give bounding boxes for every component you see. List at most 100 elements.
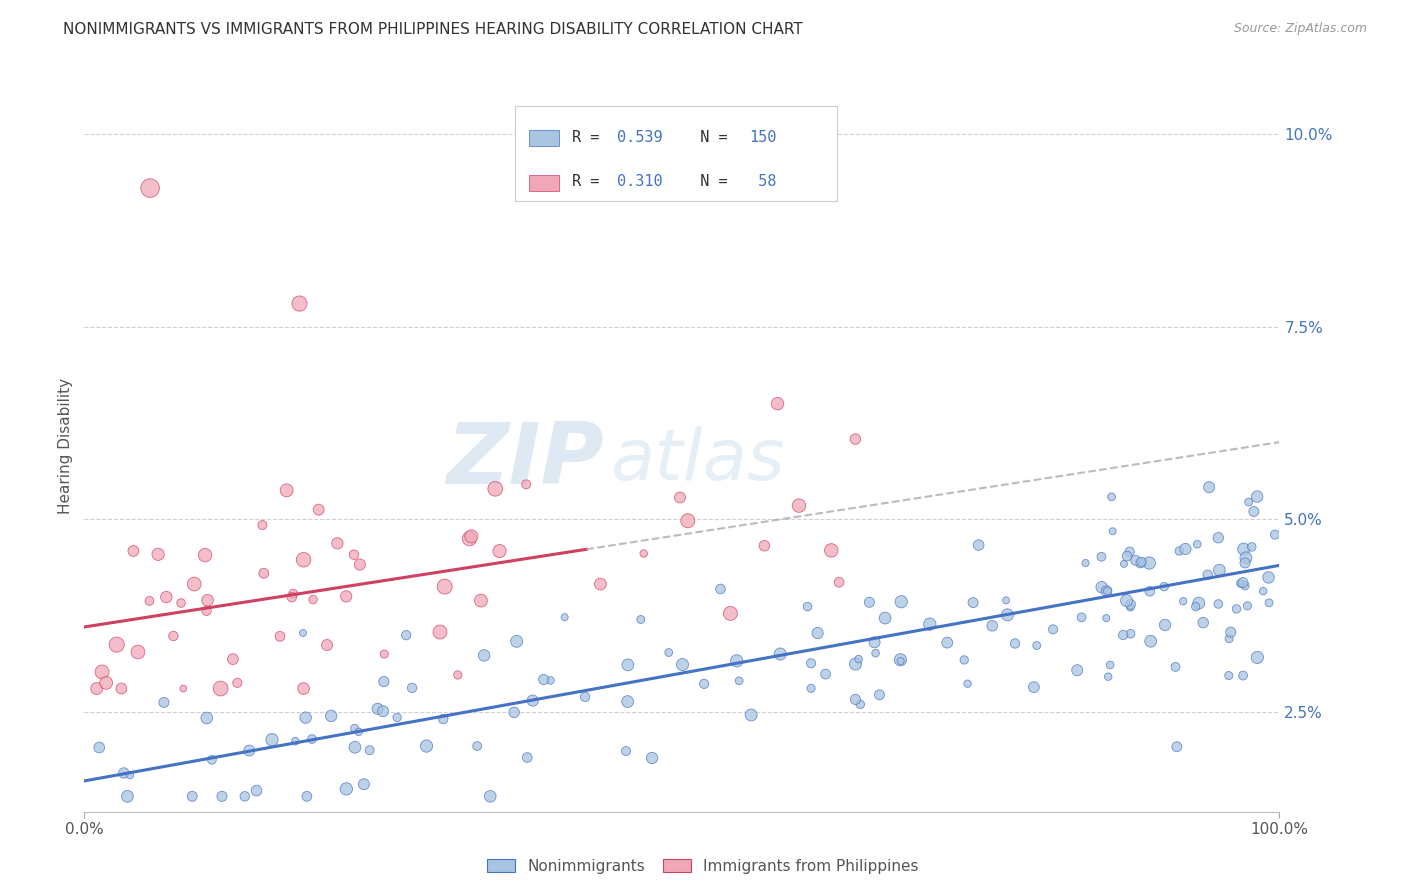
Point bbox=[283, 587, 305, 601]
Point bbox=[281, 591, 304, 605]
Point bbox=[522, 693, 544, 707]
Point bbox=[294, 711, 316, 725]
Point bbox=[1218, 668, 1240, 682]
Point bbox=[849, 698, 872, 712]
Point bbox=[1101, 490, 1123, 504]
Point bbox=[1208, 563, 1230, 577]
Point bbox=[195, 604, 218, 618]
Point bbox=[1192, 615, 1215, 630]
Point bbox=[754, 539, 776, 553]
Point bbox=[112, 766, 135, 780]
Text: NONIMMIGRANTS VS IMMIGRANTS FROM PHILIPPINES HEARING DISABILITY CORRELATION CHAR: NONIMMIGRANTS VS IMMIGRANTS FROM PHILIPP… bbox=[63, 22, 803, 37]
Point bbox=[138, 594, 160, 608]
Point bbox=[1025, 639, 1047, 653]
Point bbox=[740, 708, 762, 723]
Point bbox=[844, 432, 866, 446]
Point bbox=[302, 592, 325, 607]
Point bbox=[614, 744, 637, 758]
Point bbox=[429, 625, 451, 640]
Point bbox=[1004, 636, 1026, 650]
Point bbox=[1219, 625, 1241, 640]
Point bbox=[371, 704, 394, 718]
Text: Source: ZipAtlas.com: Source: ZipAtlas.com bbox=[1233, 22, 1367, 36]
Point bbox=[676, 514, 699, 528]
Point bbox=[155, 590, 177, 604]
Point bbox=[447, 668, 470, 682]
Point bbox=[276, 483, 298, 498]
Point bbox=[1197, 567, 1219, 582]
Point bbox=[1091, 580, 1114, 594]
Point bbox=[1251, 584, 1274, 599]
Point bbox=[170, 596, 193, 610]
Point bbox=[671, 657, 693, 672]
Point bbox=[288, 296, 311, 310]
Text: R =: R = bbox=[572, 175, 609, 189]
Point bbox=[1119, 600, 1142, 615]
Point bbox=[194, 548, 217, 562]
Point bbox=[1112, 628, 1135, 642]
Point bbox=[574, 690, 596, 704]
Point bbox=[800, 681, 823, 696]
Point bbox=[292, 626, 315, 640]
Point bbox=[245, 783, 267, 797]
Point bbox=[117, 789, 139, 804]
Text: R =: R = bbox=[572, 129, 609, 145]
Point bbox=[269, 629, 291, 643]
Y-axis label: Hearing Disability: Hearing Disability bbox=[58, 378, 73, 514]
Point bbox=[796, 599, 818, 614]
Point bbox=[292, 681, 315, 696]
Point bbox=[1173, 594, 1195, 608]
Point bbox=[1139, 584, 1161, 599]
Point bbox=[353, 777, 375, 791]
Point bbox=[709, 582, 731, 596]
Point bbox=[395, 628, 418, 642]
Point bbox=[616, 695, 638, 709]
Point bbox=[1097, 670, 1119, 684]
Point bbox=[554, 610, 576, 624]
Point bbox=[1101, 524, 1123, 539]
Point bbox=[1119, 626, 1142, 640]
Text: 0.539: 0.539 bbox=[617, 129, 664, 145]
Text: 150: 150 bbox=[749, 129, 776, 145]
Point bbox=[146, 547, 169, 561]
Point bbox=[1154, 618, 1177, 632]
Point bbox=[953, 653, 976, 667]
Point bbox=[693, 677, 716, 691]
Point bbox=[1218, 632, 1240, 646]
Point bbox=[465, 739, 488, 753]
Point bbox=[1125, 553, 1147, 567]
Text: 58: 58 bbox=[749, 175, 776, 189]
Point bbox=[828, 575, 851, 590]
Point bbox=[538, 673, 561, 688]
Point bbox=[295, 789, 318, 804]
Point bbox=[153, 695, 176, 709]
Point bbox=[432, 712, 454, 726]
Point bbox=[814, 667, 837, 681]
Point bbox=[1208, 597, 1230, 611]
Point bbox=[343, 548, 366, 562]
Point bbox=[122, 544, 145, 558]
Point bbox=[962, 596, 984, 610]
Point bbox=[321, 709, 343, 723]
Point bbox=[472, 648, 495, 663]
Point bbox=[1166, 739, 1188, 754]
Point bbox=[89, 740, 111, 755]
Point bbox=[1198, 480, 1220, 494]
Point bbox=[844, 692, 866, 706]
Point bbox=[1042, 623, 1064, 637]
Point bbox=[967, 538, 990, 552]
Point bbox=[787, 499, 810, 513]
Point bbox=[769, 647, 792, 661]
Point bbox=[94, 676, 117, 690]
Point bbox=[326, 536, 349, 550]
Point bbox=[458, 532, 481, 546]
Point bbox=[658, 646, 681, 660]
Point bbox=[292, 553, 315, 567]
Point bbox=[1188, 596, 1211, 610]
Point bbox=[1129, 556, 1152, 570]
Point bbox=[1066, 663, 1088, 677]
Point bbox=[488, 544, 510, 558]
Point bbox=[284, 734, 307, 748]
Point bbox=[172, 681, 194, 696]
Point bbox=[238, 743, 260, 757]
